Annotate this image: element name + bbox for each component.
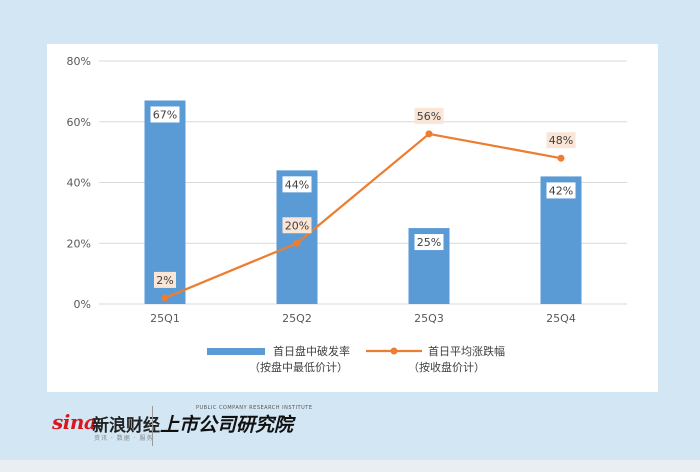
bar-data-label-bg bbox=[414, 234, 444, 251]
series-line bbox=[164, 132, 562, 299]
x-tick-label: 25Q1 bbox=[150, 312, 180, 325]
institute-english-name: PUBLIC COMPANY RESEARCH INSTITUTE bbox=[196, 405, 313, 411]
line-point bbox=[293, 239, 301, 247]
legend-note-bar: （按盘中最低价计） bbox=[249, 360, 348, 374]
legend-swatch-line-marker bbox=[390, 347, 398, 355]
line-point bbox=[425, 130, 433, 138]
bar-data-label-bg bbox=[150, 106, 180, 123]
footer-divider bbox=[152, 406, 153, 446]
bottom-strip bbox=[0, 460, 700, 472]
line-data-label-bg bbox=[154, 271, 176, 288]
x-tick-label: 25Q4 bbox=[546, 312, 576, 325]
legend-note-line: （按收盘价计） bbox=[408, 360, 485, 374]
sina-logo: sina bbox=[52, 410, 97, 434]
legend-label-bar: 首日盘中破发率 bbox=[273, 344, 350, 358]
footer: sina 新浪财经 资讯 · 数据 · 服务 PUBLIC COMPANY RE… bbox=[0, 396, 700, 472]
sina-subtitle: 资讯 · 数据 · 服务 bbox=[94, 435, 154, 442]
y-tick-label: 20% bbox=[67, 237, 91, 250]
chart-card: 0% 20% 40% 60% 80% 25Q1 25Q2 25Q3 25Q4 67% 44% 25% 4… bbox=[47, 44, 658, 392]
y-tick-label: 0% bbox=[74, 298, 91, 311]
y-tick-label: 60% bbox=[67, 116, 91, 129]
bar bbox=[144, 100, 186, 304]
line-data-label: 56% bbox=[417, 110, 441, 123]
line-data-label-bg bbox=[414, 107, 444, 124]
bar-data-label: 42% bbox=[549, 184, 573, 197]
bar bbox=[276, 170, 318, 304]
institute-name: 上市公司研究院 bbox=[160, 414, 294, 436]
x-tick-label: 25Q2 bbox=[282, 312, 312, 325]
chart-svg: 0% 20% 40% 60% 80% 25Q1 25Q2 25Q3 25Q4 67% 44% 25% 4… bbox=[67, 55, 627, 374]
y-tick-label: 40% bbox=[67, 177, 91, 190]
x-tick-label: 25Q3 bbox=[414, 312, 444, 325]
legend-label-line: 首日平均涨跌幅 bbox=[428, 344, 505, 358]
sina-finance-name: 新浪财经 bbox=[92, 416, 160, 436]
line-data-label: 2% bbox=[156, 274, 173, 287]
bar-data-label: 67% bbox=[153, 108, 177, 121]
legend-swatch-bar bbox=[207, 348, 265, 355]
line-point bbox=[557, 154, 565, 162]
line-data-label: 48% bbox=[549, 134, 573, 147]
bar-data-label-bg bbox=[282, 176, 312, 193]
bar-data-label-bg bbox=[546, 182, 576, 199]
bar-data-label: 25% bbox=[417, 236, 441, 249]
y-tick-label: 80% bbox=[67, 55, 91, 68]
bar-data-label: 44% bbox=[285, 178, 309, 191]
line-point bbox=[161, 294, 169, 302]
line-data-label-bg bbox=[546, 132, 576, 149]
line-data-label: 20% bbox=[285, 219, 309, 232]
line-data-label-bg bbox=[282, 217, 312, 234]
